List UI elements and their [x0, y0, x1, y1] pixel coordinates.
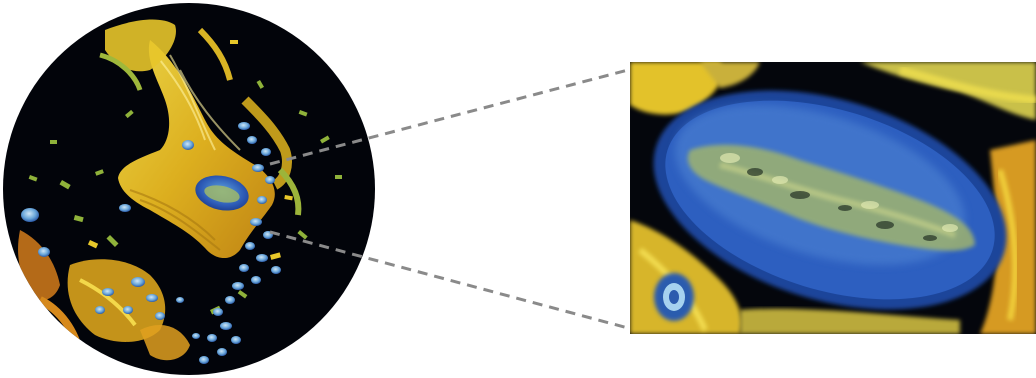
connector-top: [269, 68, 629, 166]
collagen-band-top-left: [105, 19, 176, 72]
connector-bottom: [269, 230, 629, 330]
scattered-fragments: [28, 79, 342, 315]
inset-small-cell: [654, 273, 694, 321]
circular-micrograph: [3, 3, 375, 375]
inset-target-cell: [653, 90, 1007, 310]
target-cell: [195, 175, 249, 211]
zoom-connectors: [269, 68, 629, 330]
zoomed-inset: [630, 62, 1036, 334]
blue-cells: [21, 122, 281, 364]
